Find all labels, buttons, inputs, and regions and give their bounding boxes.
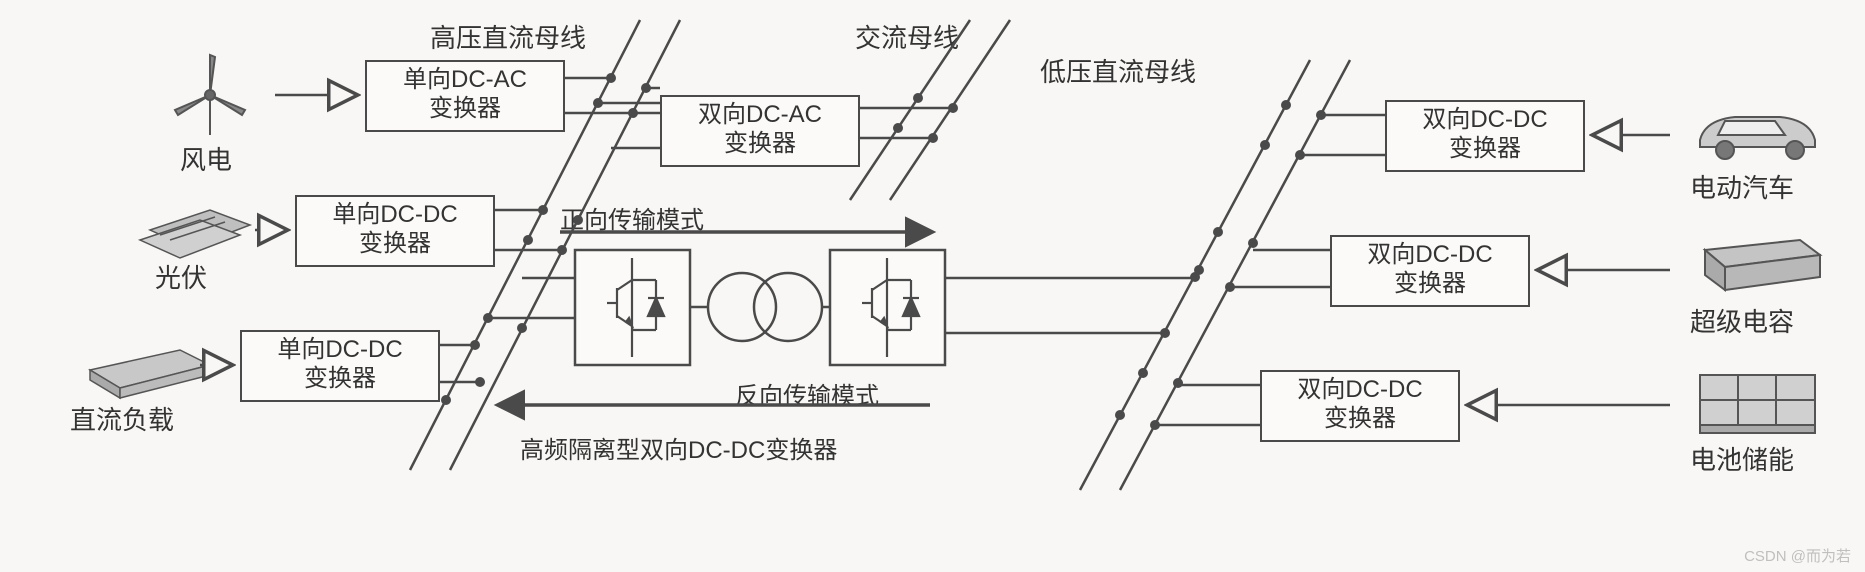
diagram-canvas: 高压直流母线 交流母线 低压直流母线 风电 光伏 [0,0,1865,572]
wiring-svg [0,0,1865,572]
watermark: CSDN @而为若 [1744,545,1851,566]
